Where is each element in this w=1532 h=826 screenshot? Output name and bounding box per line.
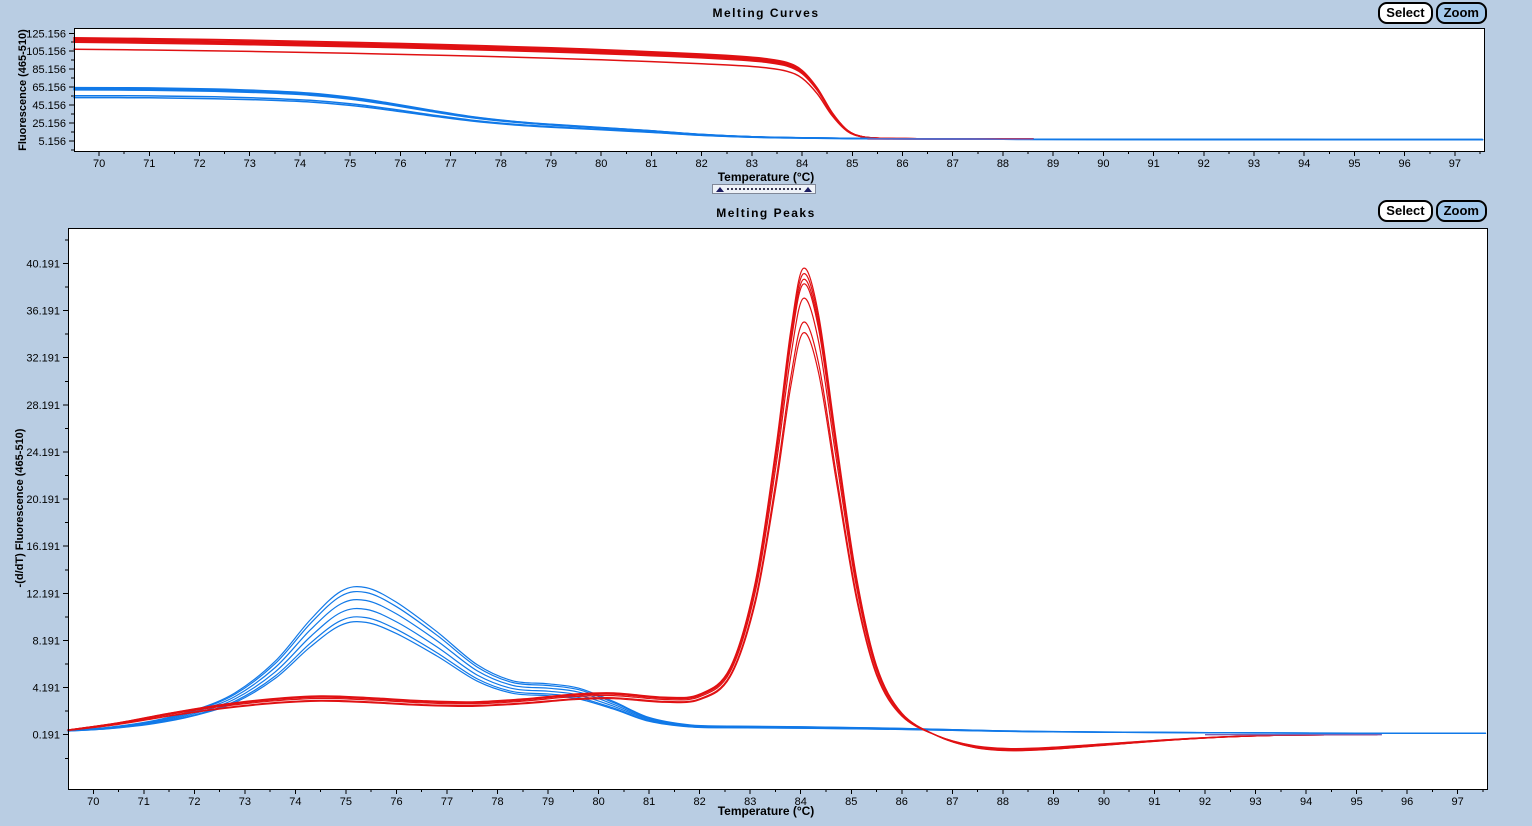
svg-text:79: 79 [545,158,557,170]
svg-text:93: 93 [1248,158,1260,170]
melting-curves-title: Melting Curves [712,6,820,20]
svg-text:73: 73 [239,796,251,808]
svg-text:83: 83 [744,796,756,808]
melting-peaks-title: Melting Peaks [716,206,816,220]
melting-peaks-y-axis-title: -(d/dT) Fluorescence (465-510) [14,428,26,588]
slider-track[interactable] [727,187,801,190]
svg-text:88: 88 [997,796,1009,808]
svg-text:94: 94 [1300,796,1312,808]
svg-text:77: 77 [444,158,456,170]
svg-text:0.191: 0.191 [32,730,60,742]
svg-text:71: 71 [143,158,155,170]
svg-text:91: 91 [1147,158,1159,170]
svg-text:5.156: 5.156 [38,136,66,148]
svg-text:65.156: 65.156 [32,82,66,94]
svg-text:97: 97 [1452,796,1464,808]
svg-text:86: 86 [896,796,908,808]
svg-text:92: 92 [1198,158,1210,170]
svg-text:87: 87 [947,158,959,170]
svg-text:24.191: 24.191 [26,447,60,459]
svg-text:81: 81 [645,158,657,170]
svg-text:12.191: 12.191 [26,588,60,600]
svg-text:78: 78 [495,158,507,170]
svg-text:89: 89 [1047,158,1059,170]
svg-text:93: 93 [1249,796,1261,808]
svg-text:32.191: 32.191 [26,353,60,365]
svg-text:85: 85 [845,796,857,808]
svg-text:83: 83 [746,158,758,170]
melting-peaks-x-axis-title: Temperature (°C) [717,804,815,818]
slider-left-handle-icon[interactable] [716,186,724,192]
svg-text:82: 82 [694,796,706,808]
svg-text:20.191: 20.191 [26,494,60,506]
svg-text:94: 94 [1298,158,1310,170]
svg-text:71: 71 [138,796,150,808]
svg-text:73: 73 [244,158,256,170]
svg-text:84: 84 [795,796,807,808]
svg-text:72: 72 [188,796,200,808]
svg-text:90: 90 [1097,158,1109,170]
svg-text:91: 91 [1148,796,1160,808]
svg-text:85: 85 [846,158,858,170]
melting-curves-chart[interactable]: 70 71 72 73 74 75 76 77 78 79 80 81 82 83 84 85 86 87 88 89… [26,28,1485,170]
select-button-peaks[interactable]: Select [1378,200,1433,222]
svg-text:82: 82 [696,158,708,170]
svg-text:77: 77 [441,796,453,808]
svg-text:75: 75 [344,158,356,170]
svg-text:92: 92 [1199,796,1211,808]
svg-text:96: 96 [1399,158,1411,170]
svg-text:8.191: 8.191 [32,635,60,647]
svg-text:125.156: 125.156 [26,28,66,40]
svg-text:80: 80 [595,158,607,170]
svg-text:84: 84 [796,158,808,170]
svg-text:74: 74 [294,158,306,170]
svg-text:86: 86 [896,158,908,170]
select-button-curves[interactable]: Select [1378,2,1433,24]
melting-curves-x-axis-title: Temperature (°C) [717,170,815,184]
svg-text:75: 75 [340,796,352,808]
zoom-button-peaks[interactable]: Zoom [1435,200,1487,222]
svg-text:95: 95 [1348,158,1360,170]
svg-text:96: 96 [1401,796,1413,808]
svg-text:85.156: 85.156 [32,64,66,76]
svg-text:76: 76 [390,796,402,808]
melting-curves-toolbar: Select Zoom [1378,2,1487,24]
zoom-button-curves[interactable]: Zoom [1435,2,1487,24]
temperature-range-slider[interactable] [712,184,816,194]
melting-peaks-toolbar: Select Zoom [1378,200,1487,222]
svg-text:16.191: 16.191 [26,541,60,553]
svg-text:88: 88 [997,158,1009,170]
svg-text:97: 97 [1449,158,1461,170]
svg-text:87: 87 [946,796,958,808]
svg-text:90: 90 [1098,796,1110,808]
svg-text:70: 70 [87,796,99,808]
svg-text:4.191: 4.191 [32,683,60,695]
svg-text:74: 74 [289,796,301,808]
svg-text:80: 80 [592,796,604,808]
svg-text:95: 95 [1350,796,1362,808]
svg-text:36.191: 36.191 [26,306,60,318]
svg-text:40.191: 40.191 [26,258,60,270]
svg-text:105.156: 105.156 [26,46,66,58]
svg-text:72: 72 [193,158,205,170]
svg-text:81: 81 [643,796,655,808]
svg-text:89: 89 [1047,796,1059,808]
svg-text:45.156: 45.156 [32,100,66,112]
svg-text:25.156: 25.156 [32,118,66,130]
svg-text:28.191: 28.191 [26,400,60,412]
melting-peaks-chart[interactable]: 70 71 72 73 74 75 76 77 78 79 80 81 82 83 84 85 86 87 88 89… [26,228,1488,808]
svg-text:78: 78 [491,796,503,808]
svg-text:76: 76 [394,158,406,170]
svg-text:79: 79 [542,796,554,808]
melting-curves-y-axis-title: Fluorescence (465-510) [17,29,29,151]
slider-right-handle-icon[interactable] [804,186,812,192]
svg-text:70: 70 [93,158,105,170]
